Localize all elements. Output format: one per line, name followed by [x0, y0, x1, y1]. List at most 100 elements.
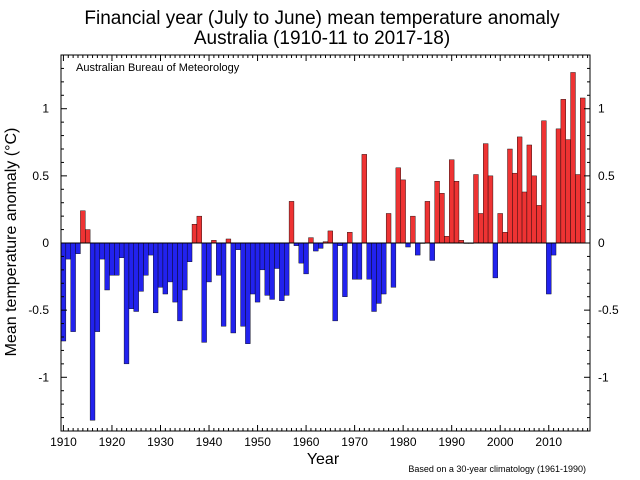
bar-1986 [429, 242, 435, 261]
bar-1996 [478, 213, 484, 244]
bar-1914 [80, 210, 86, 244]
bar-1987 [434, 181, 440, 244]
bar-2016 [575, 174, 581, 244]
bars-group [60, 72, 586, 421]
bar-1955 [279, 242, 285, 301]
y-tick-label-left-0.5: 0.5 [32, 169, 49, 183]
x-tick-label-1940: 1940 [196, 435, 223, 449]
bar-1953 [269, 242, 275, 300]
bar-1997 [483, 143, 489, 244]
bar-1972 [361, 154, 367, 244]
bar-1929 [153, 242, 159, 314]
bar-1934 [177, 242, 183, 322]
bar-1948 [245, 242, 251, 344]
bar-1988 [439, 193, 445, 244]
bar-2012 [555, 128, 562, 244]
bar-1921 [114, 242, 120, 276]
bar-1981 [405, 242, 411, 248]
bar-2010 [546, 242, 552, 295]
bar-1938 [196, 215, 202, 244]
x-tick-label-1920: 1920 [99, 435, 126, 449]
y-tick-label-left-1: 1 [42, 102, 49, 116]
bar-1982 [410, 215, 416, 244]
bar-1932 [167, 242, 173, 283]
bar-1978 [390, 242, 397, 288]
footnote: Based on a 30-year climatology (1961-199… [408, 464, 586, 474]
x-axis-label: Year [307, 451, 340, 468]
bar-1960 [303, 242, 309, 275]
bar-1945 [230, 242, 236, 334]
bar-1924 [128, 242, 134, 310]
bar-1974 [371, 242, 377, 312]
bar-1976 [381, 242, 387, 295]
bar-1977 [385, 213, 392, 244]
bar-1985 [424, 201, 431, 244]
x-tick-label-1930: 1930 [147, 435, 174, 449]
bar-2008 [536, 205, 542, 244]
bar-1926 [138, 242, 144, 292]
x-tick-label-1960: 1960 [293, 435, 320, 449]
bar-1931 [162, 242, 168, 295]
bar-1963 [318, 242, 324, 249]
y-axis-label: Mean temperature anomaly (°C) [3, 128, 20, 357]
bar-1917 [94, 242, 101, 332]
bar-1991 [453, 181, 460, 244]
bar-1951 [259, 242, 266, 271]
bar-1915 [85, 229, 91, 244]
bar-2017 [580, 97, 586, 244]
bar-1947 [240, 242, 246, 327]
x-tick-label-1980: 1980 [390, 435, 417, 449]
bar-2014 [565, 139, 571, 244]
x-tick-label-1970: 1970 [341, 435, 368, 449]
bar-1920 [109, 242, 115, 276]
bar-1998 [487, 175, 494, 244]
y-tick-label-right-1: 1 [598, 102, 605, 116]
bar-1942 [216, 242, 222, 276]
bar-2002 [507, 148, 513, 244]
bar-1912 [70, 242, 76, 332]
bar-1940 [206, 242, 212, 283]
bar-1961 [308, 237, 314, 244]
bar-1927 [143, 242, 149, 276]
bar-1923 [123, 242, 130, 365]
bar-1968 [342, 242, 348, 297]
bar-1962 [313, 242, 319, 252]
bar-2003 [512, 172, 518, 244]
bar-1966 [332, 242, 338, 322]
bar-1957 [288, 201, 295, 244]
bar-1979 [395, 167, 401, 244]
x-tick-label-2000: 2000 [487, 435, 514, 449]
bar-1989 [444, 236, 450, 244]
bar-2001 [502, 232, 508, 244]
bar-2004 [517, 136, 523, 244]
bar-1950 [254, 242, 261, 303]
y-tick-label-right--0.5: -0.5 [598, 303, 619, 317]
bar-1930 [157, 242, 164, 288]
bar-1937 [191, 223, 198, 244]
bar-1990 [449, 159, 455, 244]
bar-1954 [274, 242, 280, 269]
bar-1983 [415, 242, 421, 256]
x-tick-label-1990: 1990 [438, 435, 465, 449]
bar-1933 [172, 242, 178, 303]
bar-1970 [351, 242, 358, 280]
bar-2007 [531, 175, 537, 244]
bar-1936 [186, 242, 193, 262]
y-tick-label-left-0: 0 [42, 236, 49, 250]
x-tick-label-2010: 2010 [535, 435, 562, 449]
chart-title: Financial year (July to June) mean tempe… [84, 8, 560, 29]
bar-1971 [356, 242, 363, 280]
bar-1959 [298, 242, 304, 264]
bar-2009 [541, 120, 547, 244]
x-tick-label-1950: 1950 [244, 435, 271, 449]
bar-1918 [99, 242, 105, 260]
bar-1980 [400, 179, 406, 244]
bar-1935 [182, 242, 188, 291]
source-label: Australian Bureau of Meteorology [76, 62, 240, 74]
bar-1913 [75, 242, 81, 254]
bar-1956 [284, 242, 290, 296]
bar-1910 [60, 242, 67, 342]
bar-2006 [526, 144, 532, 244]
bar-1969 [347, 232, 353, 244]
